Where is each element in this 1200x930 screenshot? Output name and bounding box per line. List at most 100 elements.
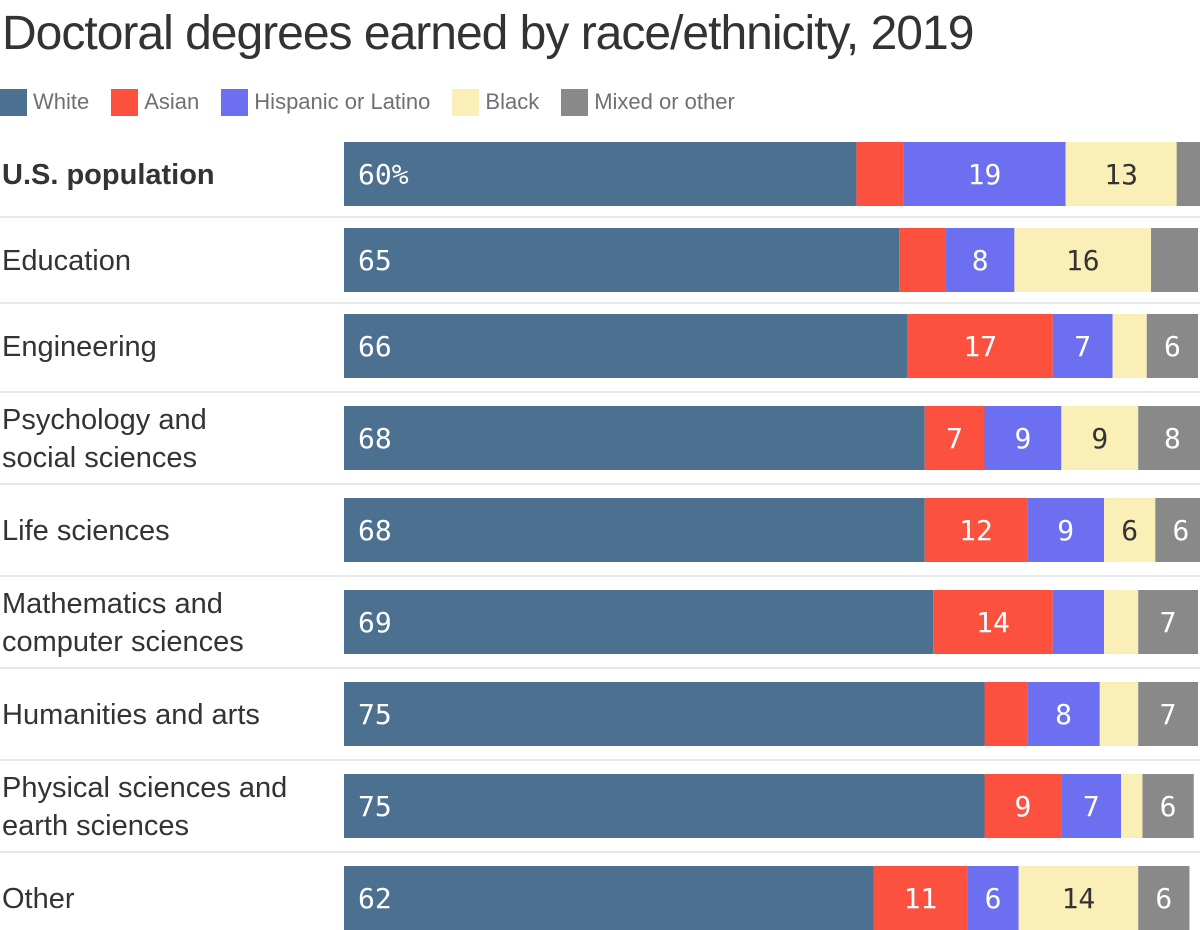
legend-label-white: White bbox=[33, 89, 90, 114]
bar-other-mixed-or-other bbox=[1138, 866, 1190, 930]
bar-mathematics-and-computer-sciences-mixed-or-other bbox=[1138, 590, 1198, 654]
data-label-physical-sciences-and-earth-sciences-white: 75 bbox=[358, 790, 392, 823]
bar-psychology-and-social-sciences-black bbox=[1061, 406, 1139, 470]
data-label-physical-sciences-and-earth-sciences-hispanic-or-latino: 7 bbox=[1083, 790, 1100, 823]
bar-mathematics-and-computer-sciences-white bbox=[344, 590, 934, 654]
data-label-life-sciences-black: 6 bbox=[1121, 514, 1138, 547]
chart-title: Doctoral degrees earned by race/ethnicit… bbox=[2, 7, 974, 60]
bar-education-mixed-or-other bbox=[1151, 228, 1198, 292]
data-label-other-hispanic-or-latino: 6 bbox=[985, 882, 1002, 915]
bar-humanities-and-arts-mixed-or-other bbox=[1138, 682, 1198, 746]
legend-label-mixed: Mixed or other bbox=[594, 89, 735, 114]
legend-item-white: White bbox=[0, 88, 90, 116]
bar-life-sciences-asian bbox=[924, 498, 1028, 562]
data-label-u-s-population-white: 60% bbox=[358, 158, 409, 191]
row-label-psychology-and-social-sciences-line-2: social sciences bbox=[2, 442, 197, 474]
bar-education-white bbox=[344, 228, 900, 292]
bar-u-s-population-white bbox=[344, 142, 857, 206]
legend-item-hispanic: Hispanic or Latino bbox=[221, 88, 430, 116]
bar-engineering-mixed-or-other bbox=[1146, 314, 1198, 378]
legend: White Asian Hispanic or Latino Black Mix… bbox=[0, 88, 757, 116]
bar-mathematics-and-computer-sciences-black bbox=[1104, 590, 1139, 654]
data-label-humanities-and-arts-mixed-or-other: 7 bbox=[1160, 698, 1177, 731]
legend-swatch-asian bbox=[111, 88, 139, 116]
data-label-physical-sciences-and-earth-sciences-mixed-or-other: 6 bbox=[1160, 790, 1177, 823]
bar-humanities-and-arts-hispanic-or-latino bbox=[1027, 682, 1100, 746]
data-label-psychology-and-social-sciences-white: 68 bbox=[358, 422, 392, 455]
data-label-engineering-hispanic-or-latino: 7 bbox=[1074, 330, 1091, 363]
row-label-u-s-population: U.S. population bbox=[2, 159, 215, 191]
data-label-physical-sciences-and-earth-sciences-asian: 9 bbox=[1015, 790, 1032, 823]
bar-life-sciences-hispanic-or-latino bbox=[1027, 498, 1105, 562]
data-label-psychology-and-social-sciences-black: 9 bbox=[1091, 422, 1108, 455]
legend-item-black: Black bbox=[452, 88, 540, 116]
data-label-mathematics-and-computer-sciences-asian: 14 bbox=[976, 606, 1010, 639]
data-label-other-asian: 11 bbox=[904, 882, 938, 915]
row-label-mathematics-and-computer-sciences-line-1: Mathematics and bbox=[2, 588, 223, 620]
bar-engineering-hispanic-or-latino bbox=[1052, 314, 1113, 378]
data-label-psychology-and-social-sciences-asian: 7 bbox=[946, 422, 963, 455]
legend-swatch-white bbox=[0, 88, 27, 116]
data-label-u-s-population-hispanic-or-latino: 19 bbox=[968, 158, 1002, 191]
bar-physical-sciences-and-earth-sciences-asian bbox=[984, 774, 1062, 838]
row-label-mathematics-and-computer-sciences-line-2: computer sciences bbox=[2, 626, 244, 658]
data-label-education-hispanic-or-latino: 8 bbox=[972, 244, 989, 277]
legend-swatch-mixed bbox=[561, 88, 589, 116]
bar-other-asian bbox=[873, 866, 968, 930]
data-label-psychology-and-social-sciences-hispanic-or-latino: 9 bbox=[1015, 422, 1032, 455]
data-label-other-white: 62 bbox=[358, 882, 392, 915]
data-label-mathematics-and-computer-sciences-white: 69 bbox=[358, 606, 392, 639]
legend-item-asian: Asian bbox=[111, 88, 200, 116]
bar-other-black bbox=[1018, 866, 1139, 930]
bar-u-s-population-asian bbox=[856, 142, 904, 206]
bar-mathematics-and-computer-sciences-hispanic-or-latino bbox=[1052, 590, 1105, 654]
data-label-engineering-white: 66 bbox=[358, 330, 392, 363]
data-label-education-white: 65 bbox=[358, 244, 392, 277]
bar-other-white bbox=[344, 866, 874, 930]
bar-other-hispanic-or-latino bbox=[967, 866, 1019, 930]
data-label-life-sciences-mixed-or-other: 6 bbox=[1172, 514, 1189, 547]
data-label-humanities-and-arts-hispanic-or-latino: 8 bbox=[1055, 698, 1072, 731]
bar-life-sciences-white bbox=[344, 498, 925, 562]
bar-psychology-and-social-sciences-hispanic-or-latino bbox=[984, 406, 1062, 470]
bar-life-sciences-mixed-or-other bbox=[1155, 498, 1200, 562]
bar-life-sciences-black bbox=[1104, 498, 1156, 562]
data-label-engineering-asian: 17 bbox=[963, 330, 997, 363]
bar-engineering-white bbox=[344, 314, 908, 378]
bar-engineering-asian bbox=[907, 314, 1053, 378]
bar-education-hispanic-or-latino bbox=[946, 228, 1015, 292]
data-label-other-black: 14 bbox=[1062, 882, 1096, 915]
row-label-humanities-and-arts: Humanities and arts bbox=[2, 699, 260, 731]
bar-u-s-population-mixed-or-other bbox=[1176, 142, 1200, 206]
bar-u-s-population-black bbox=[1065, 142, 1177, 206]
legend-label-black: Black bbox=[485, 89, 540, 114]
data-label-life-sciences-asian: 12 bbox=[959, 514, 993, 547]
bar-physical-sciences-and-earth-sciences-mixed-or-other bbox=[1142, 774, 1194, 838]
row-label-education: Education bbox=[2, 245, 131, 277]
legend-swatch-hispanic bbox=[221, 88, 249, 116]
data-label-u-s-population-black: 13 bbox=[1104, 158, 1138, 191]
row-label-physical-sciences-and-earth-sciences-line-2: earth sciences bbox=[2, 810, 189, 842]
data-label-humanities-and-arts-white: 75 bbox=[358, 698, 392, 731]
data-label-engineering-mixed-or-other: 6 bbox=[1164, 330, 1181, 363]
bar-humanities-and-arts-asian bbox=[984, 682, 1028, 746]
bar-physical-sciences-and-earth-sciences-white bbox=[344, 774, 985, 838]
bar-psychology-and-social-sciences-mixed-or-other bbox=[1138, 406, 1200, 470]
legend-label-asian: Asian bbox=[144, 89, 200, 114]
bar-physical-sciences-and-earth-sciences-black bbox=[1121, 774, 1143, 838]
row-label-other: Other bbox=[2, 883, 75, 915]
bar-engineering-black bbox=[1112, 314, 1147, 378]
bar-u-s-population-hispanic-or-latino bbox=[903, 142, 1066, 206]
bar-humanities-and-arts-white bbox=[344, 682, 985, 746]
data-label-life-sciences-hispanic-or-latino: 9 bbox=[1057, 514, 1074, 547]
data-label-mathematics-and-computer-sciences-mixed-or-other: 7 bbox=[1160, 606, 1177, 639]
bar-education-black bbox=[1014, 228, 1152, 292]
row-label-engineering: Engineering bbox=[2, 331, 157, 363]
bar-mathematics-and-computer-sciences-asian bbox=[933, 590, 1053, 654]
bar-humanities-and-arts-black bbox=[1099, 682, 1139, 746]
row-label-psychology-and-social-sciences-line-1: Psychology and bbox=[2, 404, 207, 436]
bar-physical-sciences-and-earth-sciences-hispanic-or-latino bbox=[1061, 774, 1122, 838]
data-label-life-sciences-white: 68 bbox=[358, 514, 392, 547]
legend-item-mixed: Mixed or other bbox=[561, 88, 735, 116]
